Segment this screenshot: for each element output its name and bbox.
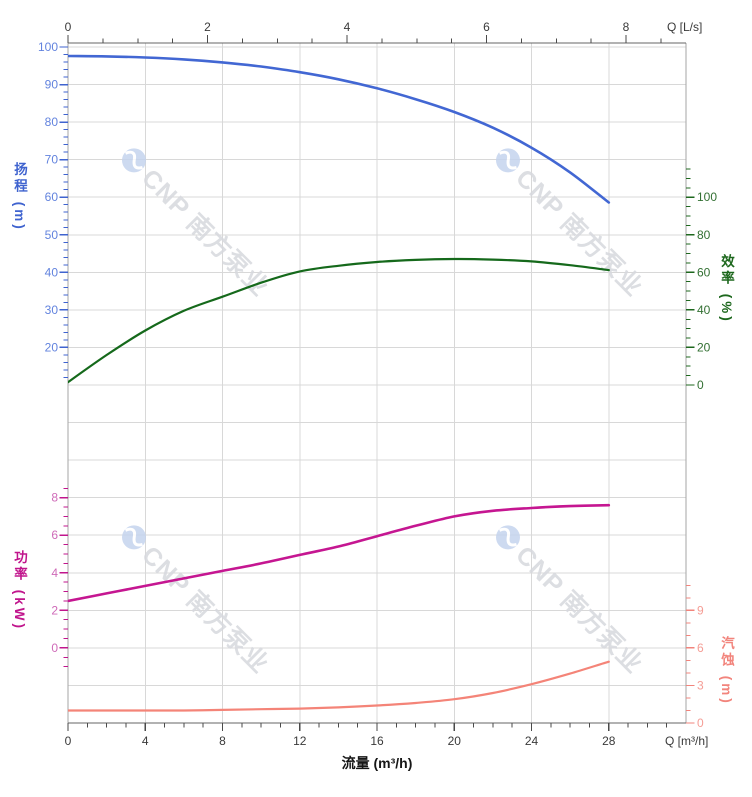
top-axis-tick-label: 8 (623, 20, 630, 34)
curves (68, 54, 611, 712)
power-curve (68, 503, 611, 603)
head-curve (68, 54, 611, 204)
bottom-axis-tick-label: 0 (65, 734, 72, 748)
bottom-axis-tick-label: 12 (293, 734, 307, 748)
power-tick-label: 6 (51, 528, 58, 542)
watermark-text: CNP 南方泵业 (136, 540, 275, 679)
top-axis-tick-label: 6 (483, 20, 490, 34)
eff-tick-label: 40 (697, 303, 711, 317)
head-tick-label: 100 (38, 40, 58, 54)
head-axis-title: 扬程 (m) (12, 162, 27, 232)
npsh-tick-label: 6 (697, 641, 704, 655)
head-tick-label: 40 (45, 265, 59, 279)
top-axis: 0 2 4 6 8 Q [L/s] (65, 20, 702, 43)
watermark: CNP 南方泵业 (496, 148, 649, 302)
head-axis: 20 30 40 50 60 70 80 90 100 (38, 40, 68, 378)
npsh-tick-label: 0 (697, 716, 704, 730)
power-tick-label: 2 (51, 603, 58, 617)
power-axis: 0 2 4 6 8 (51, 487, 68, 668)
npsh-axis: 0 3 6 9 (686, 584, 704, 730)
head-tick-label: 50 (45, 228, 59, 242)
npsh-tick-label: 3 (697, 678, 704, 692)
power-tick-label: 8 (51, 491, 58, 505)
bottom-axis-unit-label: Q [m³/h] (665, 734, 708, 748)
power-axis-title: 功率 (kW) (12, 550, 27, 631)
bottom-axis: 0 4 8 12 16 20 24 28 Q [m³/h] (65, 723, 708, 748)
head-tick-label: 70 (45, 153, 59, 167)
flow-axis-title: 流量 (m³/h) (341, 755, 413, 771)
head-tick-label: 60 (45, 190, 59, 204)
eff-tick-label: 60 (697, 265, 711, 279)
power-tick-label: 0 (51, 641, 58, 655)
bottom-axis-tick-label: 16 (370, 734, 384, 748)
top-axis-tick-label: 2 (204, 20, 211, 34)
watermark: CNP 南方泵业 (496, 525, 649, 679)
top-axis-unit-label: Q [L/s] (667, 20, 702, 34)
watermark-text: CNP 南方泵业 (136, 163, 275, 302)
eff-tick-label: 0 (697, 378, 704, 392)
bottom-axis-tick-label: 20 (448, 734, 462, 748)
head-tick-label: 90 (45, 78, 59, 92)
top-axis-tick-label: 4 (344, 20, 351, 34)
eff-curve (68, 257, 610, 384)
bottom-axis-tick-label: 24 (525, 734, 539, 748)
eff-tick-label: 100 (697, 190, 717, 204)
npsh-curve (68, 660, 610, 712)
bottom-axis-tick-label: 8 (219, 734, 226, 748)
npsh-axis-title: 汽蚀 (m) (719, 636, 734, 706)
watermark: CNP 南方泵业 (122, 525, 275, 679)
watermark-text: CNP 南方泵业 (510, 540, 649, 679)
watermark-text: CNP 南方泵业 (510, 163, 649, 302)
efficiency-axis-title: 效率 (%) (719, 254, 734, 324)
head-tick-label: 20 (45, 340, 59, 354)
npsh-tick-label: 9 (697, 603, 704, 617)
bottom-axis-tick-label: 4 (142, 734, 149, 748)
bottom-axis-tick-label: 28 (602, 734, 616, 748)
head-tick-label: 30 (45, 303, 59, 317)
eff-tick-label: 80 (697, 228, 711, 242)
watermark: CNP 南方泵业 (122, 148, 275, 302)
head-tick-label: 80 (45, 115, 59, 129)
power-tick-label: 4 (51, 566, 58, 580)
top-axis-tick-label: 0 (65, 20, 72, 34)
eff-tick-label: 20 (697, 340, 711, 354)
eff-axis: 0 20 40 60 80 100 (686, 168, 717, 392)
